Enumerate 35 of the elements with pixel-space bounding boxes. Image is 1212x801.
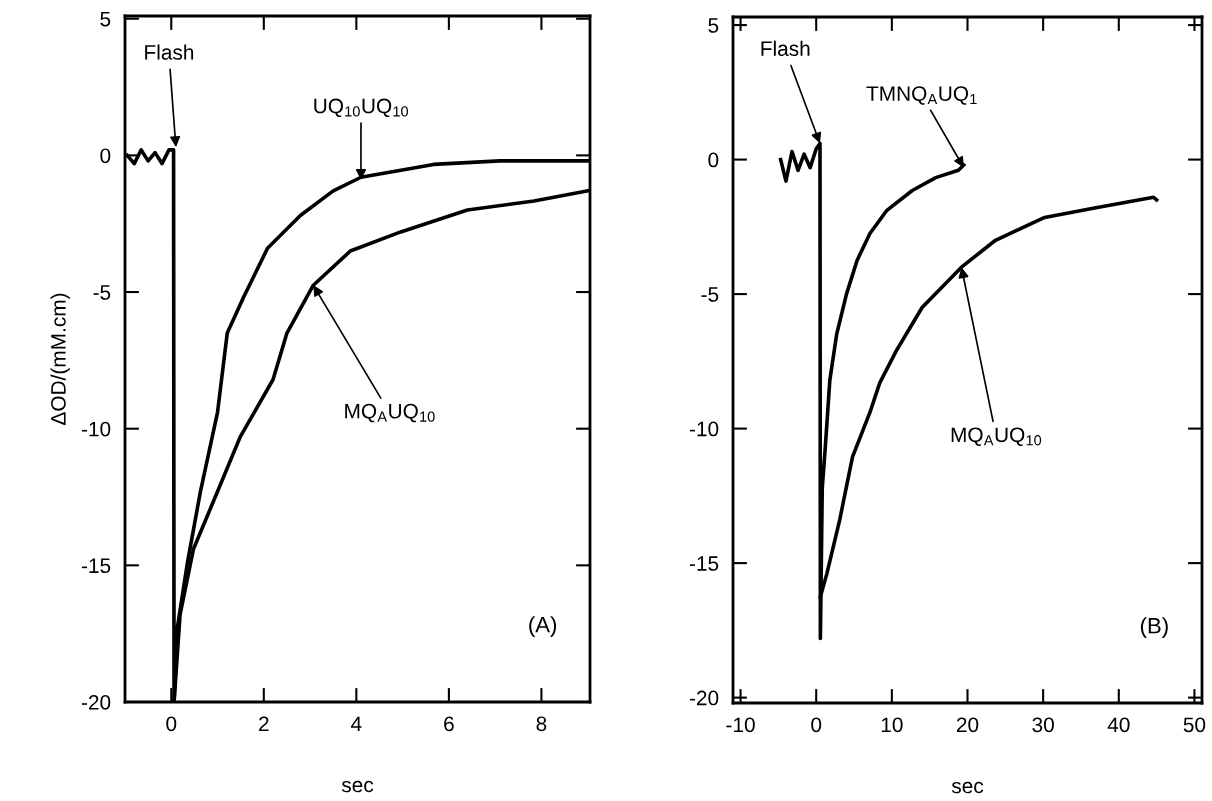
x-tick-label: 20: [956, 717, 979, 733]
annotation: MQ$_{A}$UQ$_{10}$: [951, 427, 1042, 446]
y-tick-label: -20: [81, 695, 111, 710]
y-tick-label: -5: [93, 285, 111, 300]
y-axis-title: ΔOD/(mM.cm): [50, 293, 70, 425]
annotation: UQ$_{10}$UQ$_{10}$: [314, 98, 409, 118]
x-tick-label: 40: [1107, 717, 1130, 733]
y-tick-label: -20: [689, 690, 719, 706]
y-tick-label: 0: [100, 148, 111, 164]
annotation: Flash: [761, 40, 810, 56]
annotation: (B): [1140, 617, 1168, 638]
y-tick-label: 5: [708, 18, 719, 33]
x-tick-label: 8: [536, 716, 547, 732]
y-tick-label: -15: [689, 556, 719, 571]
y-tick-label: 5: [100, 11, 111, 27]
y-tick-label: -10: [81, 421, 111, 437]
annotation: MQ$_{A}$UQ$_{10}$: [345, 403, 435, 423]
y-tick-label: -15: [81, 558, 111, 574]
annotation: TMNQ$_{A}$UQ$_{1}$: [866, 86, 977, 105]
x-axis-title: sec: [951, 781, 984, 794]
x-axis-title: sec: [341, 780, 374, 793]
x-tick-label: -10: [726, 717, 755, 733]
x-tick-label: 10: [881, 717, 903, 733]
y-tick-label: 0: [708, 152, 719, 168]
x-tick-label: 4: [351, 716, 362, 731]
x-tick-label: 6: [444, 716, 454, 732]
x-tick-label: 2: [259, 716, 269, 731]
x-tick-label: 0: [811, 717, 822, 733]
annotation: Flash: [145, 44, 194, 60]
x-tick-label: 0: [166, 716, 177, 732]
y-tick-label: -5: [701, 287, 719, 302]
y-tick-label: -10: [689, 421, 719, 437]
annotation: (A): [529, 616, 557, 637]
x-tick-label: 30: [1032, 717, 1054, 733]
x-tick-label: 50: [1183, 717, 1206, 733]
